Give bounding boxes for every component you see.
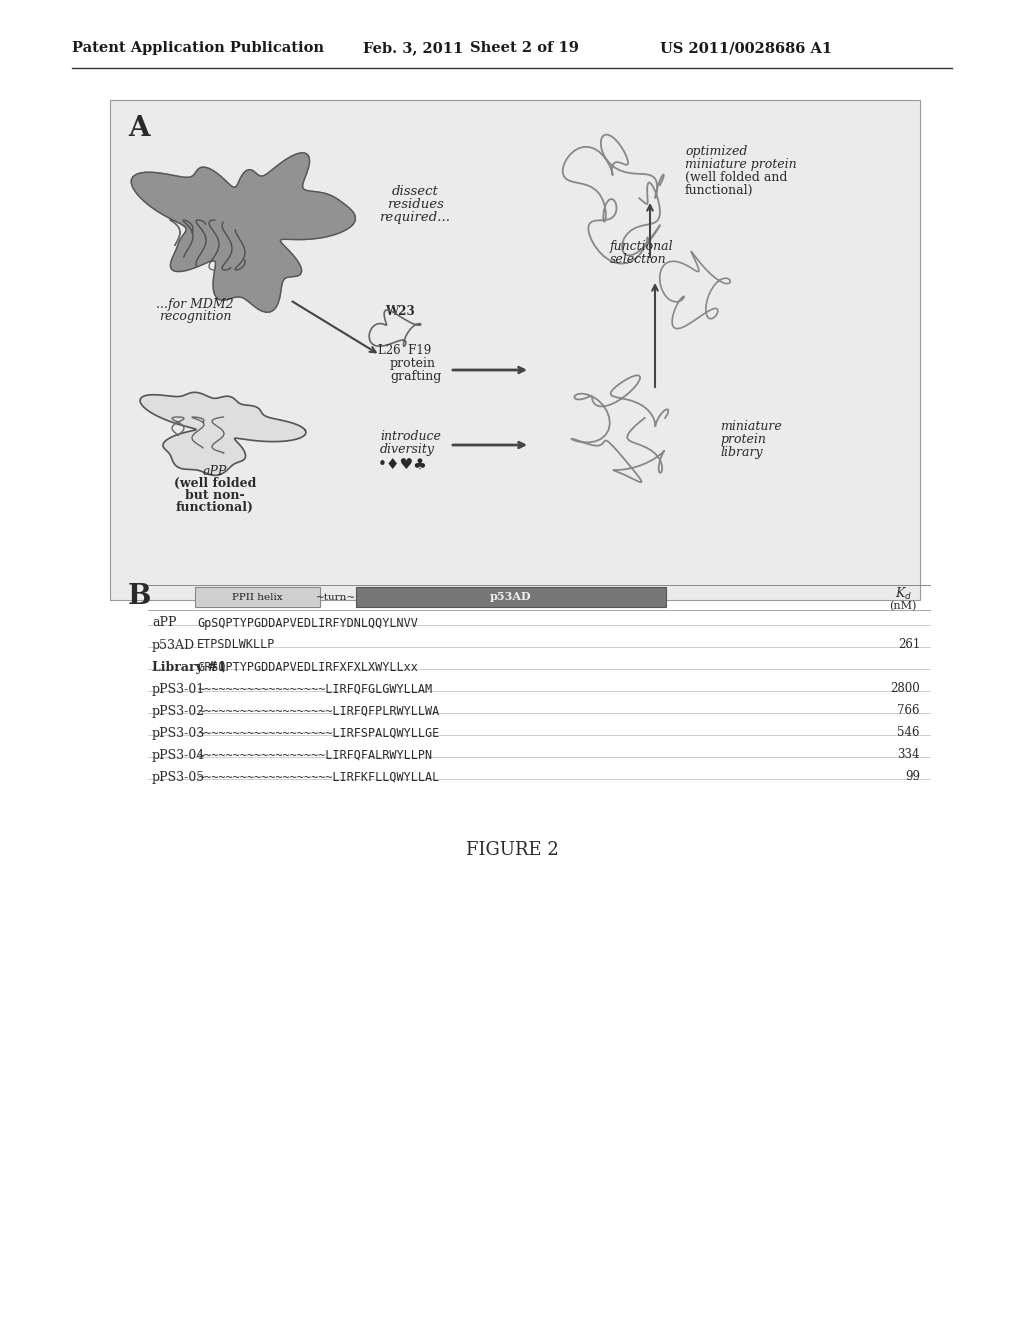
Text: library: library	[720, 446, 763, 459]
Text: ...for MDM2: ...for MDM2	[157, 298, 233, 312]
Text: L26  F19: L26 F19	[378, 345, 431, 356]
Text: A: A	[128, 115, 150, 143]
Text: Library #1: Library #1	[152, 660, 226, 673]
Text: pPS3-04: pPS3-04	[152, 748, 205, 762]
Text: 99: 99	[905, 771, 920, 784]
Text: protein: protein	[390, 356, 436, 370]
Text: aPP: aPP	[203, 465, 227, 478]
Text: functional: functional	[610, 240, 674, 253]
Text: 261: 261	[898, 639, 920, 652]
Text: pPS3-01: pPS3-01	[152, 682, 205, 696]
Text: (well folded: (well folded	[174, 477, 256, 490]
Text: 766: 766	[897, 705, 920, 718]
Text: •♦♥♣: •♦♥♣	[378, 458, 428, 473]
Text: (well folded and: (well folded and	[685, 172, 787, 183]
Text: functional): functional)	[685, 183, 754, 197]
Bar	[356, 587, 666, 607]
Text: grafting: grafting	[390, 370, 441, 383]
Text: Sheet 2 of 19: Sheet 2 of 19	[470, 41, 579, 55]
Text: required...: required...	[380, 211, 451, 224]
Text: 546: 546	[897, 726, 920, 739]
Text: ETPSDLWKLLP: ETPSDLWKLLP	[197, 639, 275, 652]
Text: ~~~~~~~~~~~~~~~~~~~LIRFKFLLQWYLLAL: ~~~~~~~~~~~~~~~~~~~LIRFKFLLQWYLLAL	[197, 771, 439, 784]
Bar	[195, 587, 319, 607]
Text: GpSQPTYPGDDAPVEDLIRFYDNLQQYLNVV: GpSQPTYPGDDAPVEDLIRFYDNLQQYLNVV	[197, 616, 418, 630]
Text: dissect: dissect	[391, 185, 438, 198]
Text: US 2011/0028686 A1: US 2011/0028686 A1	[660, 41, 833, 55]
Text: ~~~~~~~~~~~~~~~~~~~LIRFQFPLRWYLLWA: ~~~~~~~~~~~~~~~~~~~LIRFQFPLRWYLLWA	[197, 705, 439, 718]
Text: diversity: diversity	[380, 444, 435, 455]
Text: optimized: optimized	[685, 145, 748, 158]
Text: ~~~~~~~~~~~~~~~~~~LIRFQFGLGWYLLAM: ~~~~~~~~~~~~~~~~~~LIRFQFGLGWYLLAM	[197, 682, 432, 696]
Text: selection: selection	[610, 253, 667, 267]
Text: p53AD: p53AD	[490, 591, 531, 602]
Text: ~~~~~~~~~~~~~~~~~~LIRFQFALRWYLLPN: ~~~~~~~~~~~~~~~~~~LIRFQFALRWYLLPN	[197, 748, 432, 762]
Text: ~turn~: ~turn~	[316, 593, 356, 602]
Text: (nM): (nM)	[889, 601, 916, 611]
Text: functional): functional)	[176, 502, 254, 513]
Text: recognition: recognition	[159, 310, 231, 323]
Text: residues: residues	[387, 198, 443, 211]
Text: ~~~~~~~~~~~~~~~~~~~LIRFSPALQWYLLGE: ~~~~~~~~~~~~~~~~~~~LIRFSPALQWYLLGE	[197, 726, 439, 739]
Polygon shape	[131, 153, 355, 313]
Text: Patent Application Publication: Patent Application Publication	[72, 41, 324, 55]
Text: pPS3-05: pPS3-05	[152, 771, 205, 784]
Text: miniature protein: miniature protein	[685, 158, 797, 172]
Text: p53AD: p53AD	[152, 639, 196, 652]
Text: but non-: but non-	[185, 488, 245, 502]
Text: pPS3-02: pPS3-02	[152, 705, 205, 718]
Bar	[110, 100, 920, 601]
Text: W23: W23	[385, 305, 415, 318]
Text: protein: protein	[720, 433, 766, 446]
Text: B: B	[128, 583, 152, 610]
Text: aPP: aPP	[152, 616, 176, 630]
Text: 2800: 2800	[890, 682, 920, 696]
Text: K$_d$: K$_d$	[895, 586, 912, 602]
Text: Feb. 3, 2011: Feb. 3, 2011	[362, 41, 463, 55]
Text: PPII helix: PPII helix	[231, 593, 283, 602]
Text: 334: 334	[897, 748, 920, 762]
Text: FIGURE 2: FIGURE 2	[466, 841, 558, 859]
Polygon shape	[140, 392, 306, 475]
Text: introduce: introduce	[380, 430, 441, 444]
Text: miniature: miniature	[720, 420, 781, 433]
Text: pPS3-03: pPS3-03	[152, 726, 205, 739]
Text: GPSQPTYPGDDAPVEDLIRFXFXLXWYLLxx: GPSQPTYPGDDAPVEDLIRFXFXLXWYLLxx	[197, 660, 418, 673]
